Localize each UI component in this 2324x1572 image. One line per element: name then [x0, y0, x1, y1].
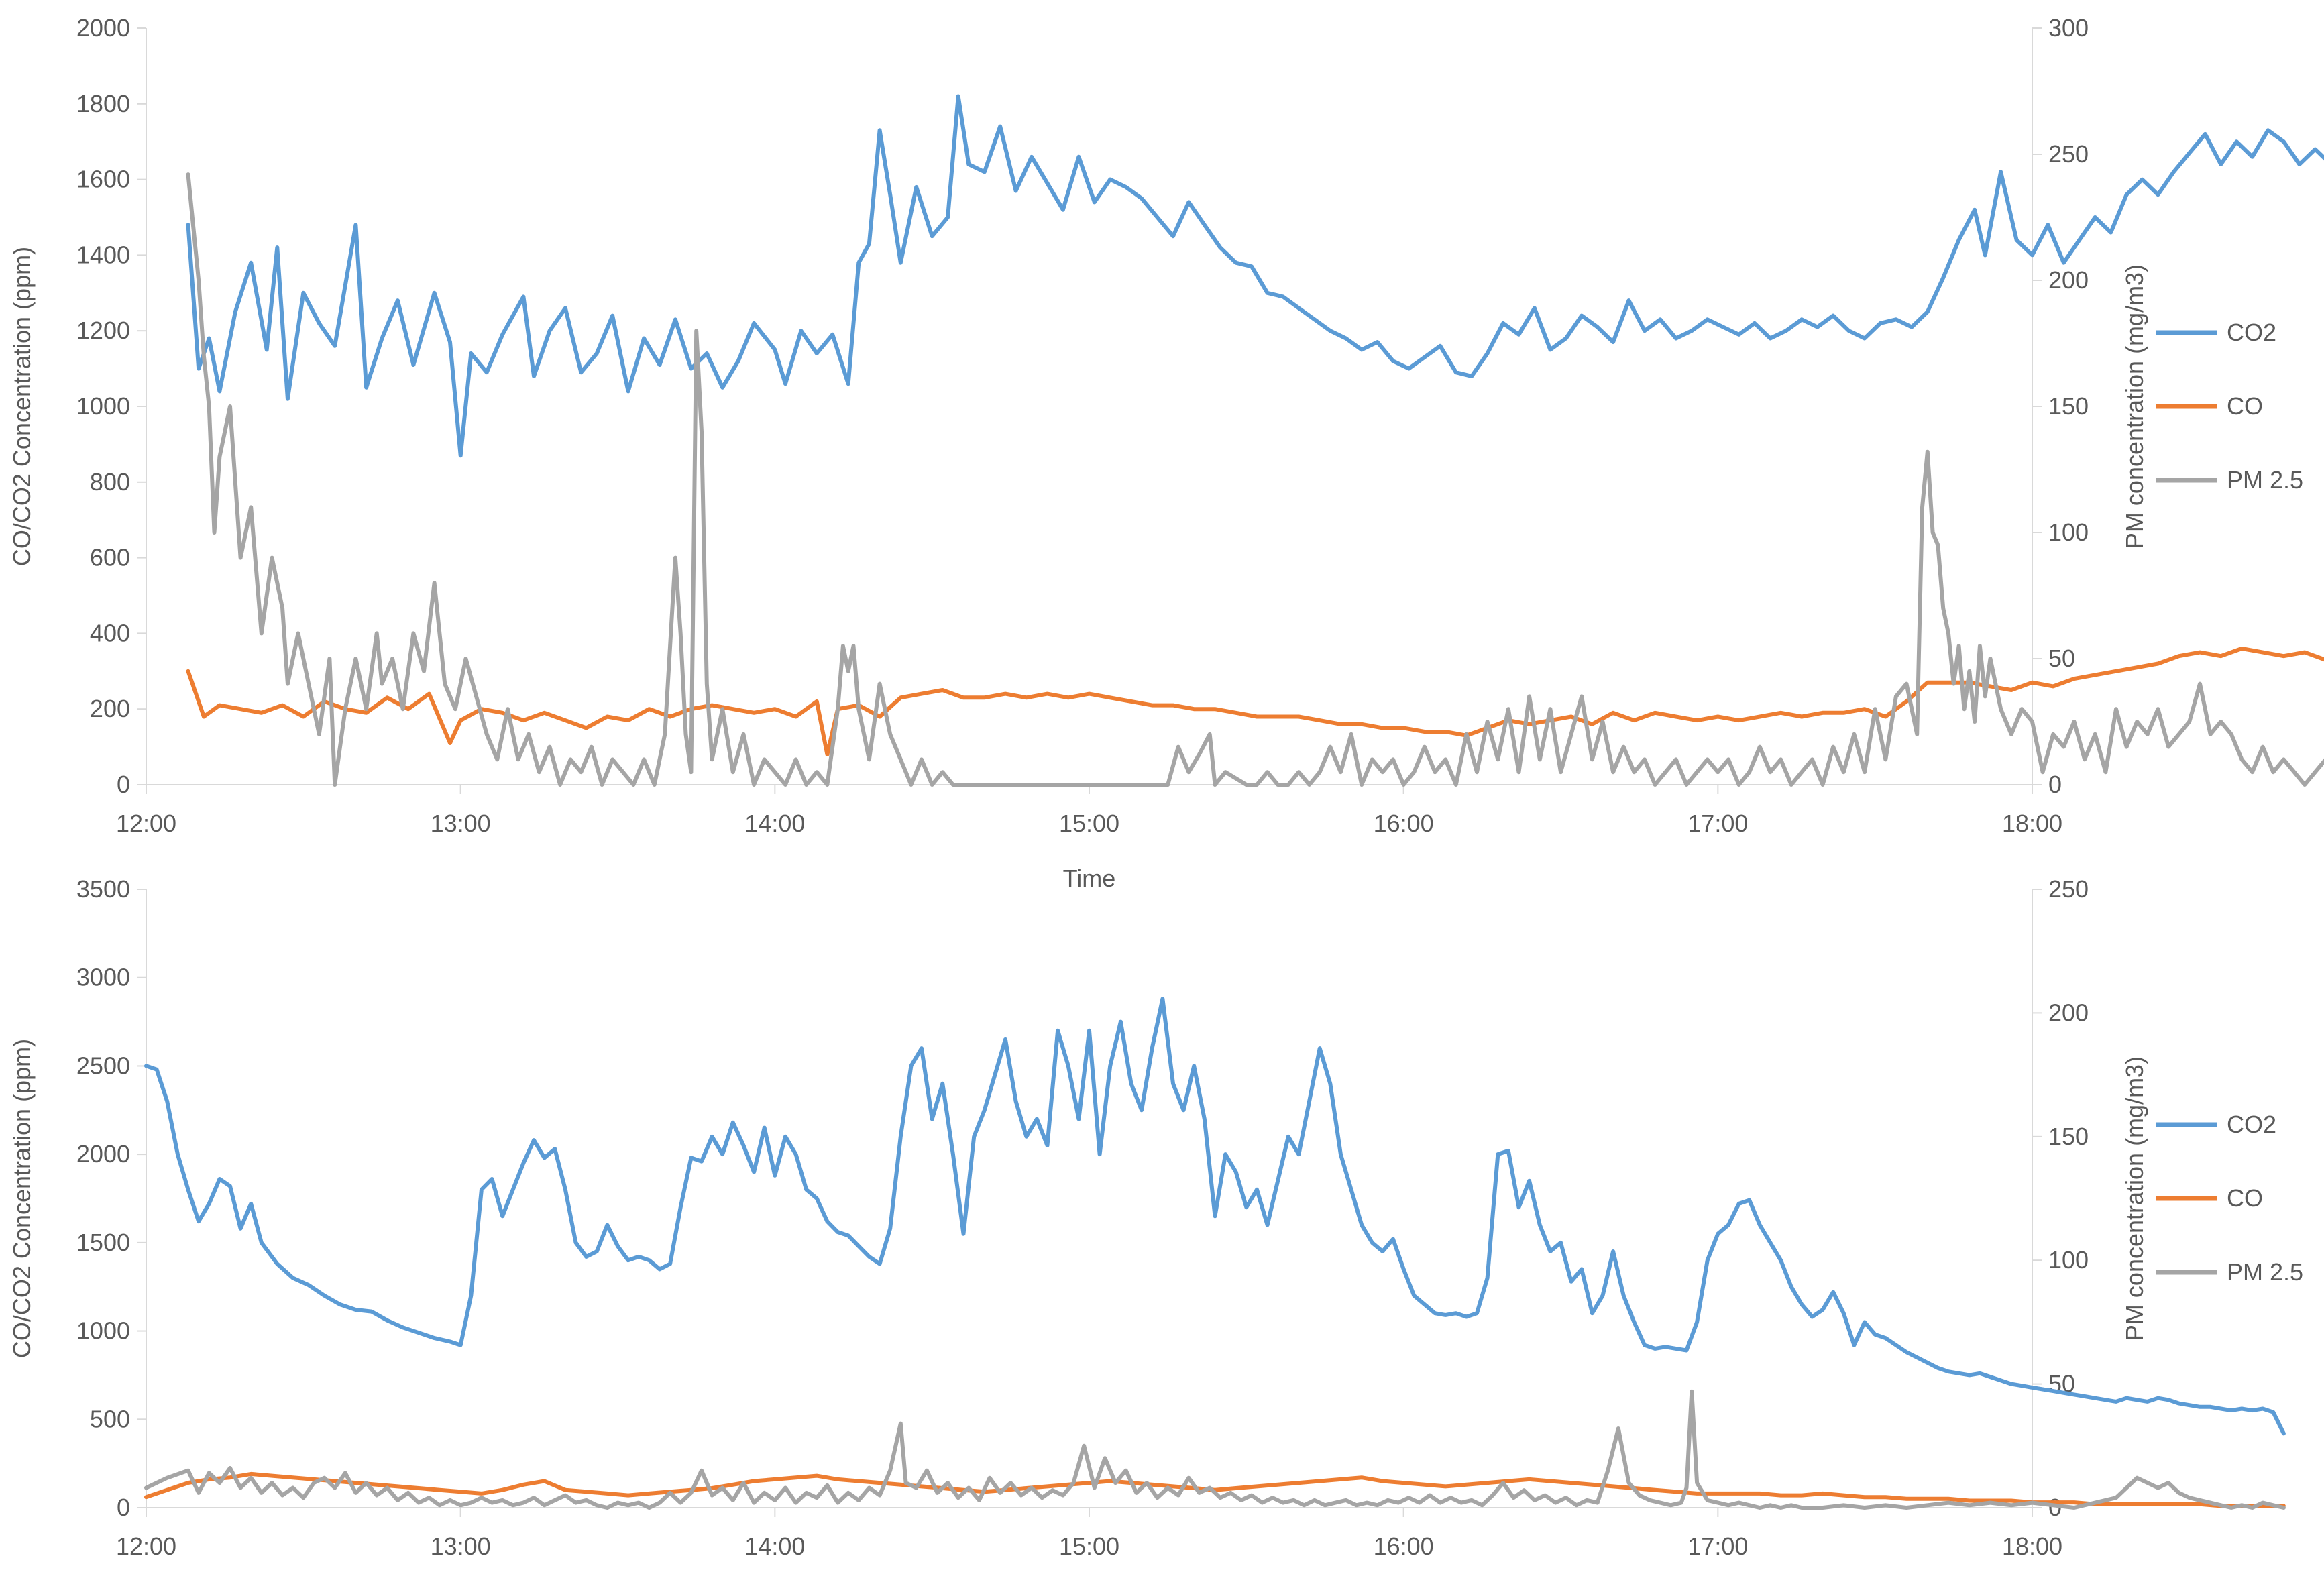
x-tick-label: 17:00	[1687, 809, 1748, 837]
y-tick-label: 1000	[76, 1317, 130, 1345]
y-axis-title: CO/CO2 Concentration (ppm)	[8, 1039, 36, 1358]
y-tick-label: 1500	[76, 1229, 130, 1256]
y-tick-label: 500	[90, 1405, 130, 1433]
y2-tick-label: 0	[2048, 771, 2062, 798]
y-tick-label: 3500	[76, 875, 130, 903]
legend-label-pm-2-5: PM 2.5	[2227, 466, 2303, 494]
y2-axis-title: PM concentration (mg/m3)	[2121, 264, 2148, 549]
legend-label-co: CO	[2227, 1184, 2263, 1212]
y-tick-label: 2500	[76, 1052, 130, 1079]
y2-tick-label: 300	[2048, 14, 2089, 42]
y-tick-label: 1800	[76, 90, 130, 117]
x-tick-label: 18:00	[2002, 809, 2062, 837]
x-tick-label: 16:00	[1374, 1532, 1434, 1560]
x-tick-label: 13:00	[431, 809, 491, 837]
x-tick-label: 15:00	[1059, 1532, 1119, 1560]
series-line-pm-2-5	[144, 1389, 2286, 1510]
y-tick-label: 0	[117, 771, 130, 798]
legend-label-pm-2-5: PM 2.5	[2227, 1258, 2303, 1286]
y-tick-label: 1200	[76, 317, 130, 344]
y-tick-label: 1000	[76, 392, 130, 420]
chart-2: 0500100015002000250030003500050100150200…	[8, 875, 2303, 1560]
series-line-co2	[144, 997, 2286, 1436]
y-tick-label: 800	[90, 468, 130, 496]
y2-axis-title: PM concentration (mg/m3)	[2121, 1056, 2148, 1341]
x-tick-label: 18:00	[2002, 1532, 2062, 1560]
y-tick-label: 1600	[76, 166, 130, 193]
x-tick-label: 13:00	[431, 1532, 491, 1560]
series-line-pm-2-5	[186, 172, 2324, 787]
y2-tick-label: 100	[2048, 518, 2089, 546]
series-line-co	[144, 1471, 2286, 1508]
x-tick-label: 12:00	[116, 1532, 176, 1560]
series-line-co	[186, 647, 2324, 756]
y-tick-label: 2000	[76, 14, 130, 42]
y2-tick-label: 150	[2048, 392, 2089, 420]
legend-label-co2: CO2	[2227, 319, 2276, 346]
x-axis-title: Time	[1063, 864, 1116, 892]
x-tick-label: 16:00	[1374, 809, 1434, 837]
y2-tick-label: 250	[2048, 875, 2089, 903]
y2-tick-label: 50	[2048, 644, 2075, 672]
x-tick-label: 15:00	[1059, 809, 1119, 837]
x-tick-label: 14:00	[744, 1532, 805, 1560]
series-line-co2	[186, 94, 2324, 458]
y-tick-label: 1400	[76, 241, 130, 268]
y-tick-label: 200	[90, 695, 130, 722]
y2-tick-label: 100	[2048, 1246, 2089, 1274]
y-tick-label: 0	[117, 1494, 130, 1521]
chart-1: 0 200 400 600 800 1000 1200 1400 1600 1800 2000 0 50…	[8, 14, 2324, 892]
legend-label-co: CO	[2227, 392, 2263, 420]
x-tick-label: 14:00	[744, 809, 805, 837]
x-tick-label: 17:00	[1687, 1532, 1748, 1560]
y-tick-label: 400	[90, 619, 130, 647]
y2-tick-label: 200	[2048, 999, 2089, 1026]
y-tick-label: 600	[90, 544, 130, 571]
y-axis-title: CO/CO2 Concentration (ppm)	[8, 247, 36, 566]
y-tick-label: 2000	[76, 1140, 130, 1168]
y2-tick-label: 250	[2048, 140, 2089, 168]
y2-tick-label: 200	[2048, 266, 2089, 294]
y-tick-label: 3000	[76, 964, 130, 991]
y2-tick-label: 150	[2048, 1123, 2089, 1150]
x-tick-label: 12:00	[116, 809, 176, 837]
legend-label-co2: CO2	[2227, 1111, 2276, 1138]
